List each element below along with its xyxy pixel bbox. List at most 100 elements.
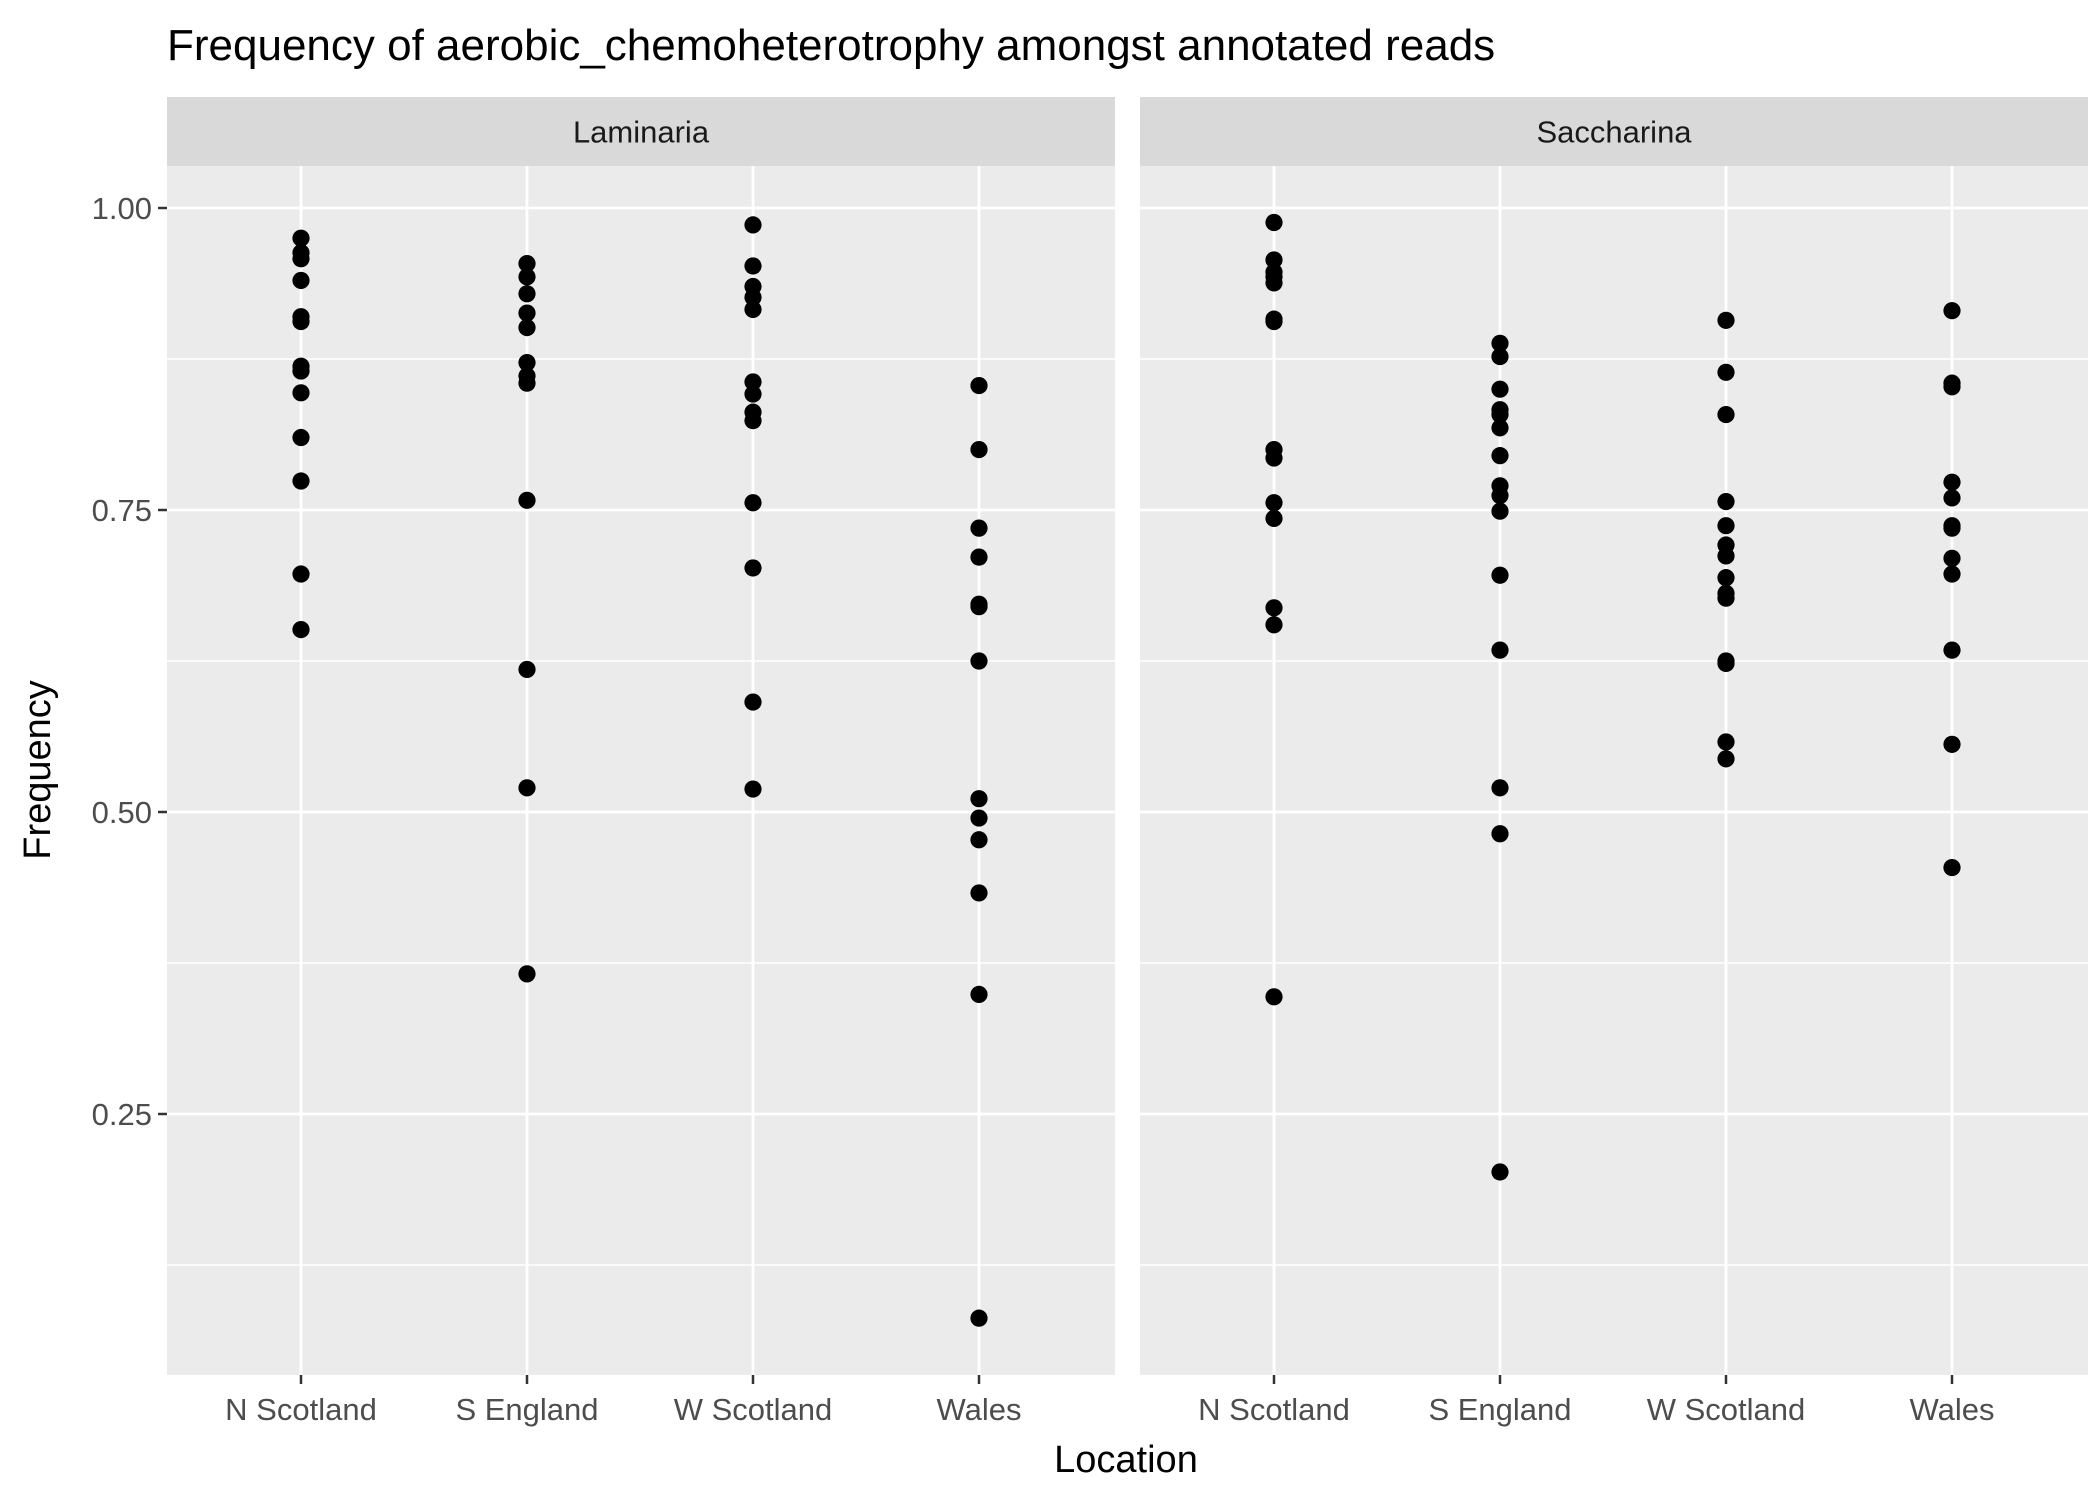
data-point xyxy=(1943,473,1961,491)
x-tick-label: N Scotland xyxy=(1198,1392,1350,1427)
data-point xyxy=(292,271,310,290)
data-point xyxy=(744,780,762,798)
data-point xyxy=(1265,251,1283,269)
data-point xyxy=(1491,380,1509,398)
data-point xyxy=(744,412,762,430)
data-point xyxy=(744,288,762,306)
y-tick-label: 0.25 xyxy=(92,1097,152,1132)
x-tick-label: N Scotland xyxy=(225,1392,377,1427)
data-point xyxy=(1717,750,1735,768)
facet-panel-laminaria: Laminaria xyxy=(167,97,1115,1375)
data-point xyxy=(1491,1163,1509,1181)
data-point xyxy=(970,985,988,1004)
data-point xyxy=(744,494,762,512)
data-point xyxy=(1943,549,1961,567)
data-point xyxy=(1491,419,1509,437)
data-point xyxy=(1491,641,1509,659)
data-point xyxy=(518,779,536,797)
x-tick-label: S England xyxy=(1428,1392,1571,1427)
data-point xyxy=(1491,334,1509,352)
data-point xyxy=(970,809,988,827)
data-point xyxy=(518,660,536,679)
data-point xyxy=(1265,616,1283,634)
data-point xyxy=(1943,565,1961,583)
data-point xyxy=(518,318,536,337)
data-point xyxy=(1717,311,1735,329)
data-point xyxy=(1717,517,1735,535)
data-point xyxy=(292,565,310,583)
data-point xyxy=(292,472,310,490)
data-point xyxy=(1943,519,1961,537)
data-point xyxy=(1717,492,1735,511)
facet-panel-saccharina: Saccharina xyxy=(1140,97,2088,1375)
data-point xyxy=(1265,509,1283,528)
data-point xyxy=(1943,302,1961,320)
x-tick-label: Wales xyxy=(1910,1392,1995,1427)
x-tick-label: Wales xyxy=(937,1392,1022,1427)
data-point xyxy=(292,250,310,268)
data-point xyxy=(970,376,988,395)
data-point xyxy=(518,254,536,273)
data-point xyxy=(744,257,762,275)
data-point xyxy=(1265,274,1283,292)
data-point xyxy=(1717,589,1735,607)
data-point xyxy=(970,519,988,537)
panel-background xyxy=(1140,166,2088,1375)
data-point xyxy=(1943,858,1961,877)
y-axis-title: Frequency xyxy=(17,680,59,860)
data-point xyxy=(1491,486,1509,505)
data-point xyxy=(970,652,988,670)
y-tick-label: 1.00 xyxy=(92,191,152,226)
data-point xyxy=(1265,312,1283,331)
data-point xyxy=(970,548,988,566)
data-point xyxy=(518,491,536,509)
facet-strip xyxy=(1140,97,2088,166)
data-point xyxy=(1717,405,1735,424)
data-point xyxy=(518,354,536,372)
data-point xyxy=(1717,733,1735,751)
data-point xyxy=(292,229,310,247)
data-point xyxy=(970,441,988,459)
data-point xyxy=(1943,641,1961,659)
data-point xyxy=(1717,654,1735,673)
data-point xyxy=(970,884,988,902)
data-point xyxy=(1491,447,1509,465)
x-tick-label: W Scotland xyxy=(1647,1392,1806,1427)
data-point xyxy=(1265,213,1283,232)
data-point xyxy=(292,620,310,639)
data-point xyxy=(1943,489,1961,507)
x-tick-label: S England xyxy=(455,1392,598,1427)
data-point xyxy=(1491,566,1509,584)
data-point xyxy=(744,300,762,319)
data-point xyxy=(518,304,536,322)
data-point xyxy=(744,693,762,711)
data-point xyxy=(292,428,310,447)
data-point xyxy=(1491,405,1509,424)
data-point xyxy=(1491,347,1509,366)
data-point xyxy=(1717,363,1735,381)
y-tick-label: 0.50 xyxy=(92,795,152,830)
data-point xyxy=(292,362,310,380)
data-point xyxy=(518,374,536,392)
data-point xyxy=(292,384,310,402)
x-axis-title: Location xyxy=(1054,1439,1198,1481)
data-point xyxy=(292,312,310,331)
data-point xyxy=(1717,569,1735,587)
data-point xyxy=(1943,735,1961,753)
data-point xyxy=(1491,502,1509,520)
y-tick-label: 0.75 xyxy=(92,493,152,528)
data-point xyxy=(1717,547,1735,565)
data-point xyxy=(1491,779,1509,797)
data-point xyxy=(1265,599,1283,617)
facet-strip-label: Laminaria xyxy=(573,115,710,150)
x-tick-label: W Scotland xyxy=(674,1392,833,1427)
data-point xyxy=(970,790,988,808)
data-point xyxy=(1265,494,1283,512)
data-point xyxy=(518,285,536,303)
facet-strip-label: Saccharina xyxy=(1536,115,1692,150)
data-point xyxy=(518,965,536,983)
data-point xyxy=(1265,449,1283,467)
data-point xyxy=(744,216,762,234)
panel-background xyxy=(167,166,1115,1375)
